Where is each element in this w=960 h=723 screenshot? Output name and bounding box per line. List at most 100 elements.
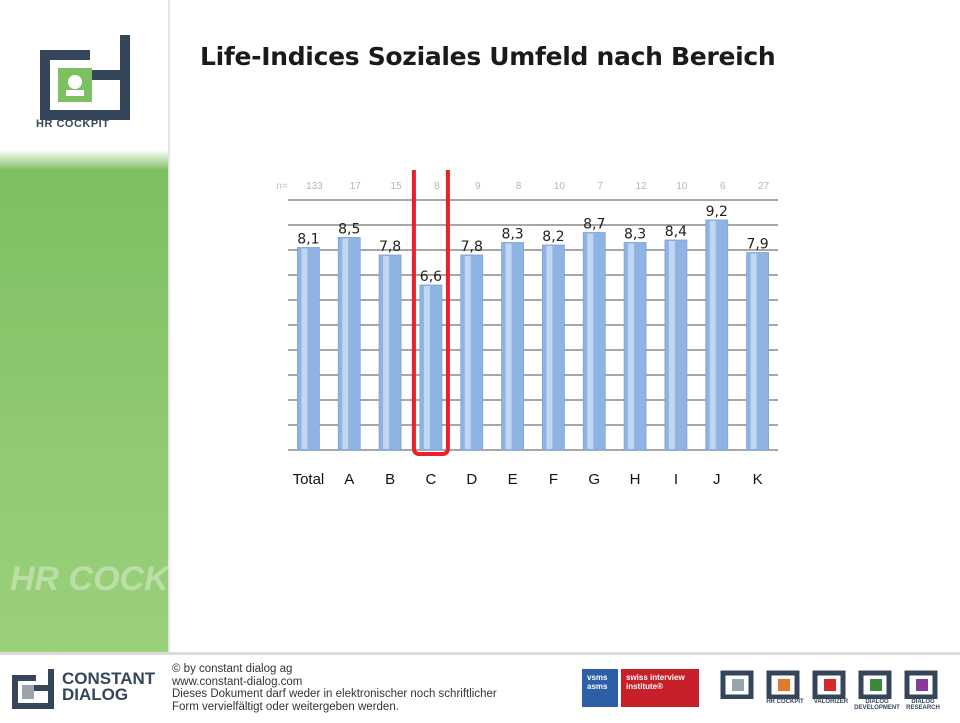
n-value-a: 17: [350, 181, 362, 192]
category-label-c: C: [425, 471, 436, 488]
value-label-h: 8,3: [624, 227, 646, 243]
category-label-f: F: [549, 471, 558, 488]
footer-copyright: © by constant dialog ag: [172, 663, 293, 675]
value-label-b: 7,8: [379, 239, 401, 255]
bar-d: [460, 254, 484, 451]
n-value-b: 15: [391, 181, 403, 192]
category-label-e: E: [508, 471, 518, 488]
bar-shine-g: [587, 233, 594, 449]
n-value-i: 10: [676, 181, 688, 192]
footer-brand-line1: CONSTANT: [62, 669, 156, 688]
n-value-f: 10: [554, 181, 566, 192]
category-label-i: I: [674, 471, 678, 488]
vsms-badge: vsms asms: [582, 669, 618, 707]
category-label-g: G: [588, 471, 600, 488]
swiss-interview-badge: swiss interview institute®: [621, 669, 699, 707]
footer-notice-line2: Form vervielfältigt oder weitergeben wer…: [172, 700, 399, 713]
footer-website[interactable]: www.constant-dialog.com: [172, 675, 303, 688]
bar-shine-f: [546, 246, 553, 449]
category-label-d: D: [466, 471, 477, 488]
product-icon-fill: [732, 679, 744, 691]
n-value-k: 27: [758, 181, 770, 192]
n-value-e: 8: [516, 181, 522, 192]
product-icon-dialog-research: [904, 670, 938, 700]
value-label-k: 7,9: [746, 237, 768, 253]
footer-legal-text: © by constant dialog ag www.constant-dia…: [172, 663, 497, 713]
n-value-d: 9: [475, 181, 481, 192]
product-caption-hr-cockpit: HR COCKPIT: [766, 699, 804, 705]
logo-caption: HR COCKPIT: [36, 118, 110, 130]
product-icon-fill: [824, 679, 836, 691]
highlight-box: [411, 170, 450, 456]
value-label-d: 7,8: [461, 239, 483, 255]
bar-k: [746, 252, 769, 451]
bar-h: [623, 242, 647, 451]
bar-j: [705, 219, 729, 451]
bar-shine-h: [628, 243, 635, 449]
bar-chart: n= 8,1 133 Total 8,5 17 A 7,8 15 B 6,6 8 C 7,8 9 D 8,3 8 E…: [276, 170, 778, 488]
product-caption-valorizer: VALORIZER: [813, 699, 849, 705]
bar-a: [337, 237, 361, 451]
bar-b: [378, 254, 402, 451]
sidebar-panel: [0, 0, 168, 652]
value-label-i: 8,4: [665, 224, 687, 240]
product-logo-valorizer: VALORIZER: [812, 669, 850, 713]
product-caption-dialog-research: DIALOG RESEARCH: [906, 699, 940, 711]
product-icon-valorizer: [812, 670, 846, 700]
value-label-g: 8,7: [583, 217, 605, 233]
footer-notice-line1: Dieses Dokument darf weder in elektronis…: [172, 688, 497, 700]
bar-shine-j: [709, 221, 716, 449]
category-label-total: Total: [293, 471, 325, 488]
page-title: Life-Indices Soziales Umfeld nach Bereic…: [200, 42, 776, 71]
product-logo-dialog-research: DIALOG RESEARCH: [904, 669, 942, 713]
value-label-f: 8,2: [542, 229, 564, 245]
product-caption-dialog-development: DIALOG DEVELOPMENT: [854, 699, 900, 711]
product-logo-constant: [720, 669, 758, 713]
bar-shine-k: [750, 253, 757, 449]
bar-shine-i: [668, 241, 675, 449]
bar-shine-total: [301, 248, 308, 449]
category-label-a: A: [344, 471, 354, 488]
hr-cockpit-logo: [40, 35, 130, 120]
product-icon-fill: [916, 679, 928, 691]
n-value-j: 6: [720, 181, 726, 192]
value-label-e: 8,3: [501, 227, 523, 243]
bar-shine-e: [505, 243, 512, 449]
category-label-b: B: [385, 471, 395, 488]
n-value-total: 133: [306, 181, 323, 192]
product-icon-hr-cockpit: [766, 670, 800, 700]
n-prefix-label: n=: [276, 181, 288, 192]
footer: CONSTANT DIALOG © by constant dialog ag …: [0, 652, 960, 723]
product-logo-dialog-development: DIALOG DEVELOPMENT: [854, 669, 900, 713]
sidebar-watermark: HR COCKPIT: [10, 560, 222, 598]
value-label-a: 8,5: [338, 222, 360, 238]
bar-c: [419, 284, 443, 451]
value-label-total: 8,1: [297, 232, 319, 248]
bar-shine-c: [423, 286, 430, 449]
value-label-j: 9,2: [706, 204, 728, 220]
value-label-c: 6,6: [420, 269, 442, 285]
bar-shine-b: [383, 256, 390, 449]
constant-dialog-logo: [12, 669, 54, 709]
bar-g: [582, 232, 606, 451]
footer-brand-line2: DIALOG: [62, 685, 129, 704]
bar-i: [664, 239, 688, 451]
bar-f: [542, 244, 565, 451]
n-value-h: 12: [636, 181, 648, 192]
product-icon-constant: [720, 670, 754, 700]
category-label-j: J: [713, 471, 721, 488]
category-label-h: H: [630, 471, 641, 488]
product-logo-hr-cockpit: HR COCKPIT: [766, 669, 804, 713]
bar-total: [297, 247, 320, 451]
bar-shine-a: [342, 238, 349, 449]
product-icon-fill: [870, 679, 882, 691]
bar-e: [501, 242, 524, 451]
n-value-g: 7: [597, 181, 603, 192]
product-icon-dialog-development: [858, 670, 892, 700]
category-label-k: K: [753, 471, 763, 488]
bar-shine-d: [464, 256, 471, 449]
footer-brand: CONSTANT DIALOG: [62, 669, 156, 704]
sidebar-divider: [168, 0, 170, 652]
product-icon-fill: [778, 679, 790, 691]
n-value-c: 8: [434, 181, 440, 192]
